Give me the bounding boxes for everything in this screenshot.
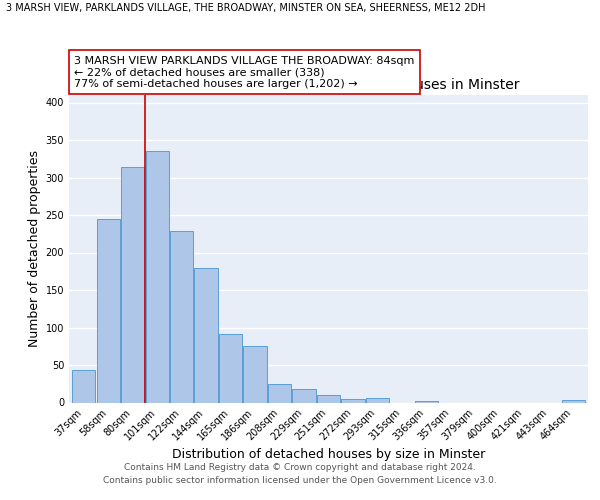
Bar — [244, 346, 266, 403]
Bar — [170, 231, 193, 402]
X-axis label: Distribution of detached houses by size in Minster: Distribution of detached houses by size … — [172, 448, 485, 461]
Y-axis label: Number of detached properties: Number of detached properties — [28, 150, 41, 347]
Text: 3 MARSH VIEW PARKLANDS VILLAGE THE BROADWAY: 84sqm
← 22% of detached houses are : 3 MARSH VIEW PARKLANDS VILLAGE THE BROAD… — [74, 56, 415, 89]
Bar — [341, 399, 365, 402]
Bar — [268, 384, 291, 402]
Bar — [121, 167, 144, 402]
Bar — [219, 334, 242, 402]
Bar — [366, 398, 389, 402]
Bar — [317, 395, 340, 402]
Bar — [562, 400, 585, 402]
Bar — [72, 370, 95, 402]
Text: 3 MARSH VIEW, PARKLANDS VILLAGE, THE BROADWAY, MINSTER ON SEA, SHEERNESS, ME12 2: 3 MARSH VIEW, PARKLANDS VILLAGE, THE BRO… — [6, 2, 485, 12]
Bar — [97, 219, 120, 402]
Text: Contains public sector information licensed under the Open Government Licence v3: Contains public sector information licen… — [103, 476, 497, 485]
Text: Contains HM Land Registry data © Crown copyright and database right 2024.: Contains HM Land Registry data © Crown c… — [124, 462, 476, 471]
Bar — [292, 389, 316, 402]
Bar — [194, 268, 218, 402]
Bar — [415, 401, 438, 402]
Bar — [146, 151, 169, 403]
Title: Size of property relative to detached houses in Minster: Size of property relative to detached ho… — [138, 78, 519, 92]
